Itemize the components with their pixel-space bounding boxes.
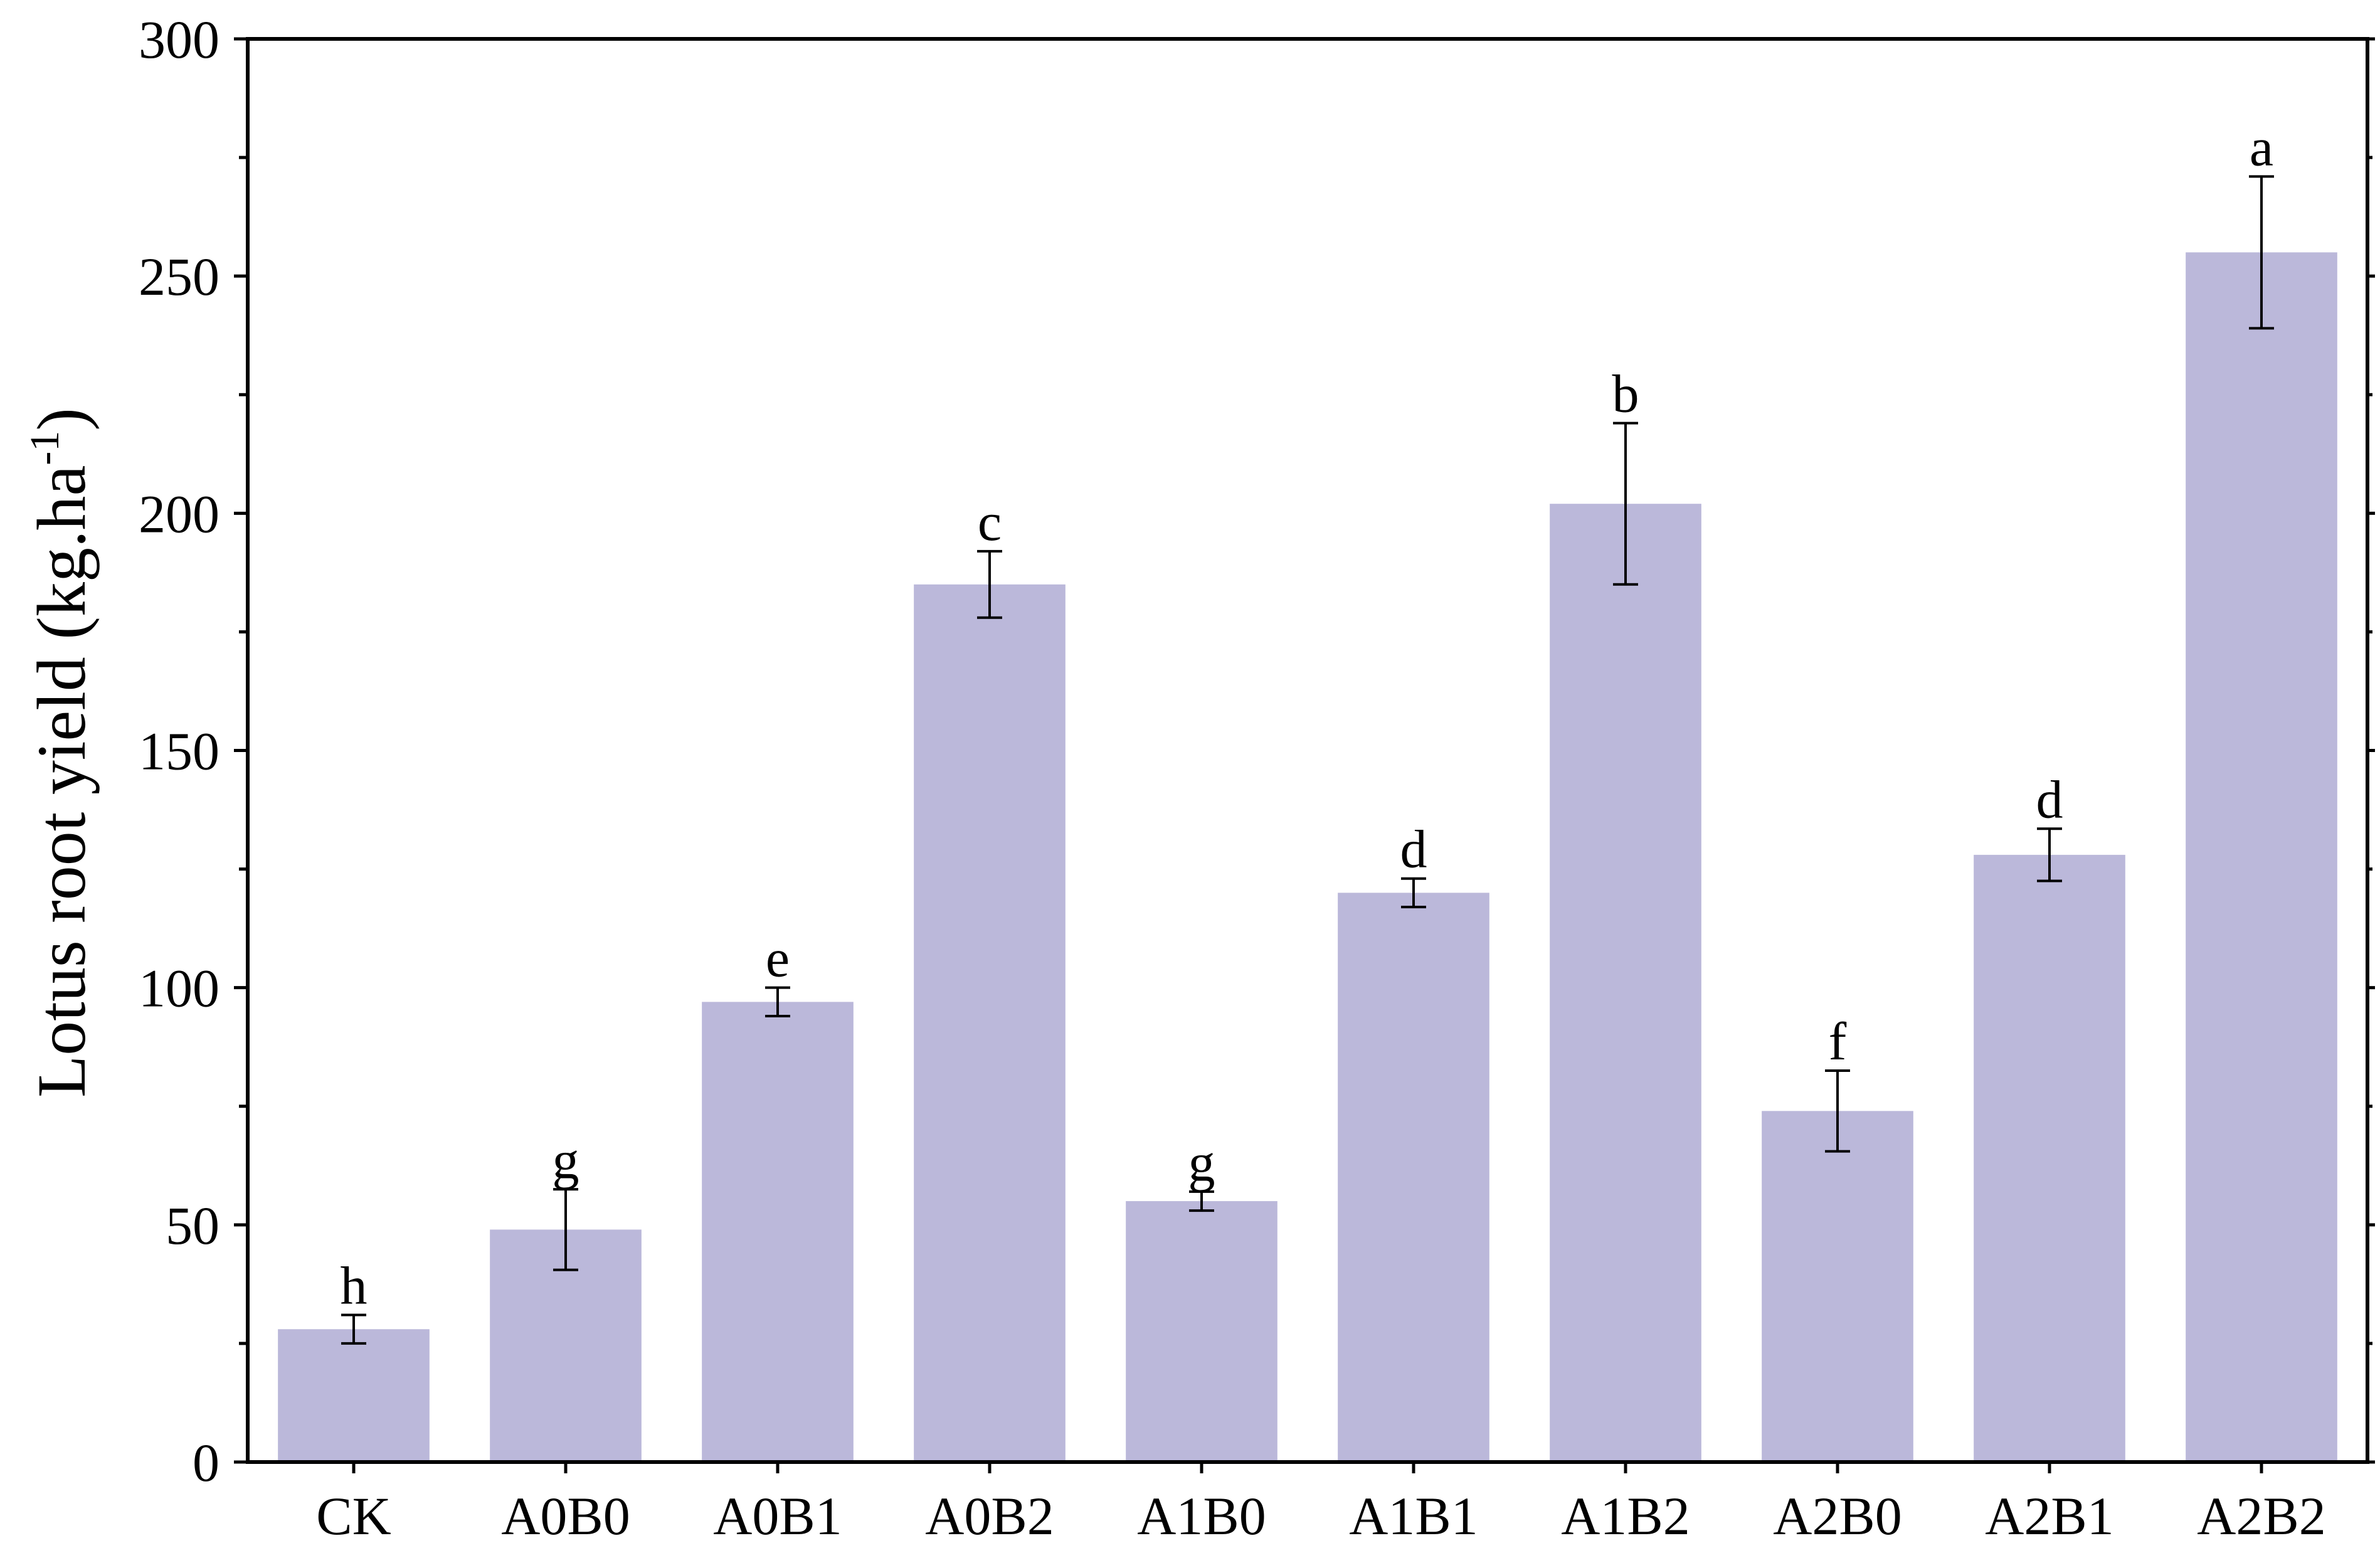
bar-CK	[278, 1329, 430, 1462]
y-tick-label-0: 0	[193, 1433, 219, 1493]
significance-letter-A1B2: b	[1612, 364, 1639, 424]
y-tick-label-300: 300	[139, 9, 219, 70]
y-axis-title-suffix: )	[23, 408, 100, 431]
x-tick-label-A1B0: A1B0	[1137, 1486, 1266, 1546]
significance-letter-A2B0: f	[1829, 1011, 1847, 1071]
significance-letter-A0B1: e	[766, 928, 790, 988]
bar-A2B0	[1762, 1111, 1913, 1462]
y-tick-label-100: 100	[139, 958, 219, 1019]
axes-layer	[234, 37, 2375, 1473]
x-tick-label-A0B2: A0B2	[925, 1486, 1054, 1546]
bar-A2B1	[1974, 854, 2125, 1462]
x-tick-label-A0B1: A0B1	[713, 1486, 842, 1546]
labels-layer: h CK g A0B0 e A0B1 c A0B2 g A1B0 d A1B1 b A1B2 f A2B0 d A…	[139, 9, 2326, 1546]
y-axis-title-main: Lotus root yield (kg.ha	[23, 465, 100, 1098]
bar-A2B2	[2186, 252, 2337, 1463]
significance-letter-CK: h	[341, 1256, 368, 1316]
bars-layer	[278, 175, 2337, 1463]
x-tick-label-A2B0: A2B0	[1773, 1486, 1901, 1546]
y-axis-title-superscript: -1	[22, 431, 68, 465]
significance-letter-A0B2: c	[978, 492, 1002, 552]
bar-A1B0	[1126, 1201, 1277, 1462]
significance-letter-A2B2: a	[2250, 117, 2273, 177]
y-tick-label-250: 250	[139, 246, 219, 307]
significance-letter-A0B0: g	[553, 1130, 579, 1190]
x-tick-label-CK: CK	[316, 1486, 391, 1546]
bar-A0B1	[702, 1002, 854, 1462]
significance-letter-A2B1: d	[2036, 769, 2063, 829]
bar-A0B2	[914, 584, 1066, 1462]
x-tick-label-A0B0: A0B0	[501, 1486, 630, 1546]
bar-A1B1	[1338, 893, 1489, 1462]
y-tick-label-200: 200	[139, 484, 219, 544]
significance-letter-A1B1: d	[1400, 819, 1427, 879]
x-tick-label-A2B2: A2B2	[2197, 1486, 2325, 1546]
significance-letter-A1B0: g	[1188, 1132, 1215, 1192]
x-tick-label-A2B1: A2B1	[1985, 1486, 2113, 1546]
x-tick-label-A1B2: A1B2	[1561, 1486, 1690, 1546]
x-tick-label-A1B1: A1B1	[1349, 1486, 1478, 1546]
y-tick-label-50: 50	[166, 1195, 219, 1256]
bar-A1B2	[1550, 504, 1701, 1462]
y-axis-title: Lotus root yield (kg.ha-1)	[22, 408, 100, 1098]
y-tick-label-150: 150	[139, 721, 219, 782]
